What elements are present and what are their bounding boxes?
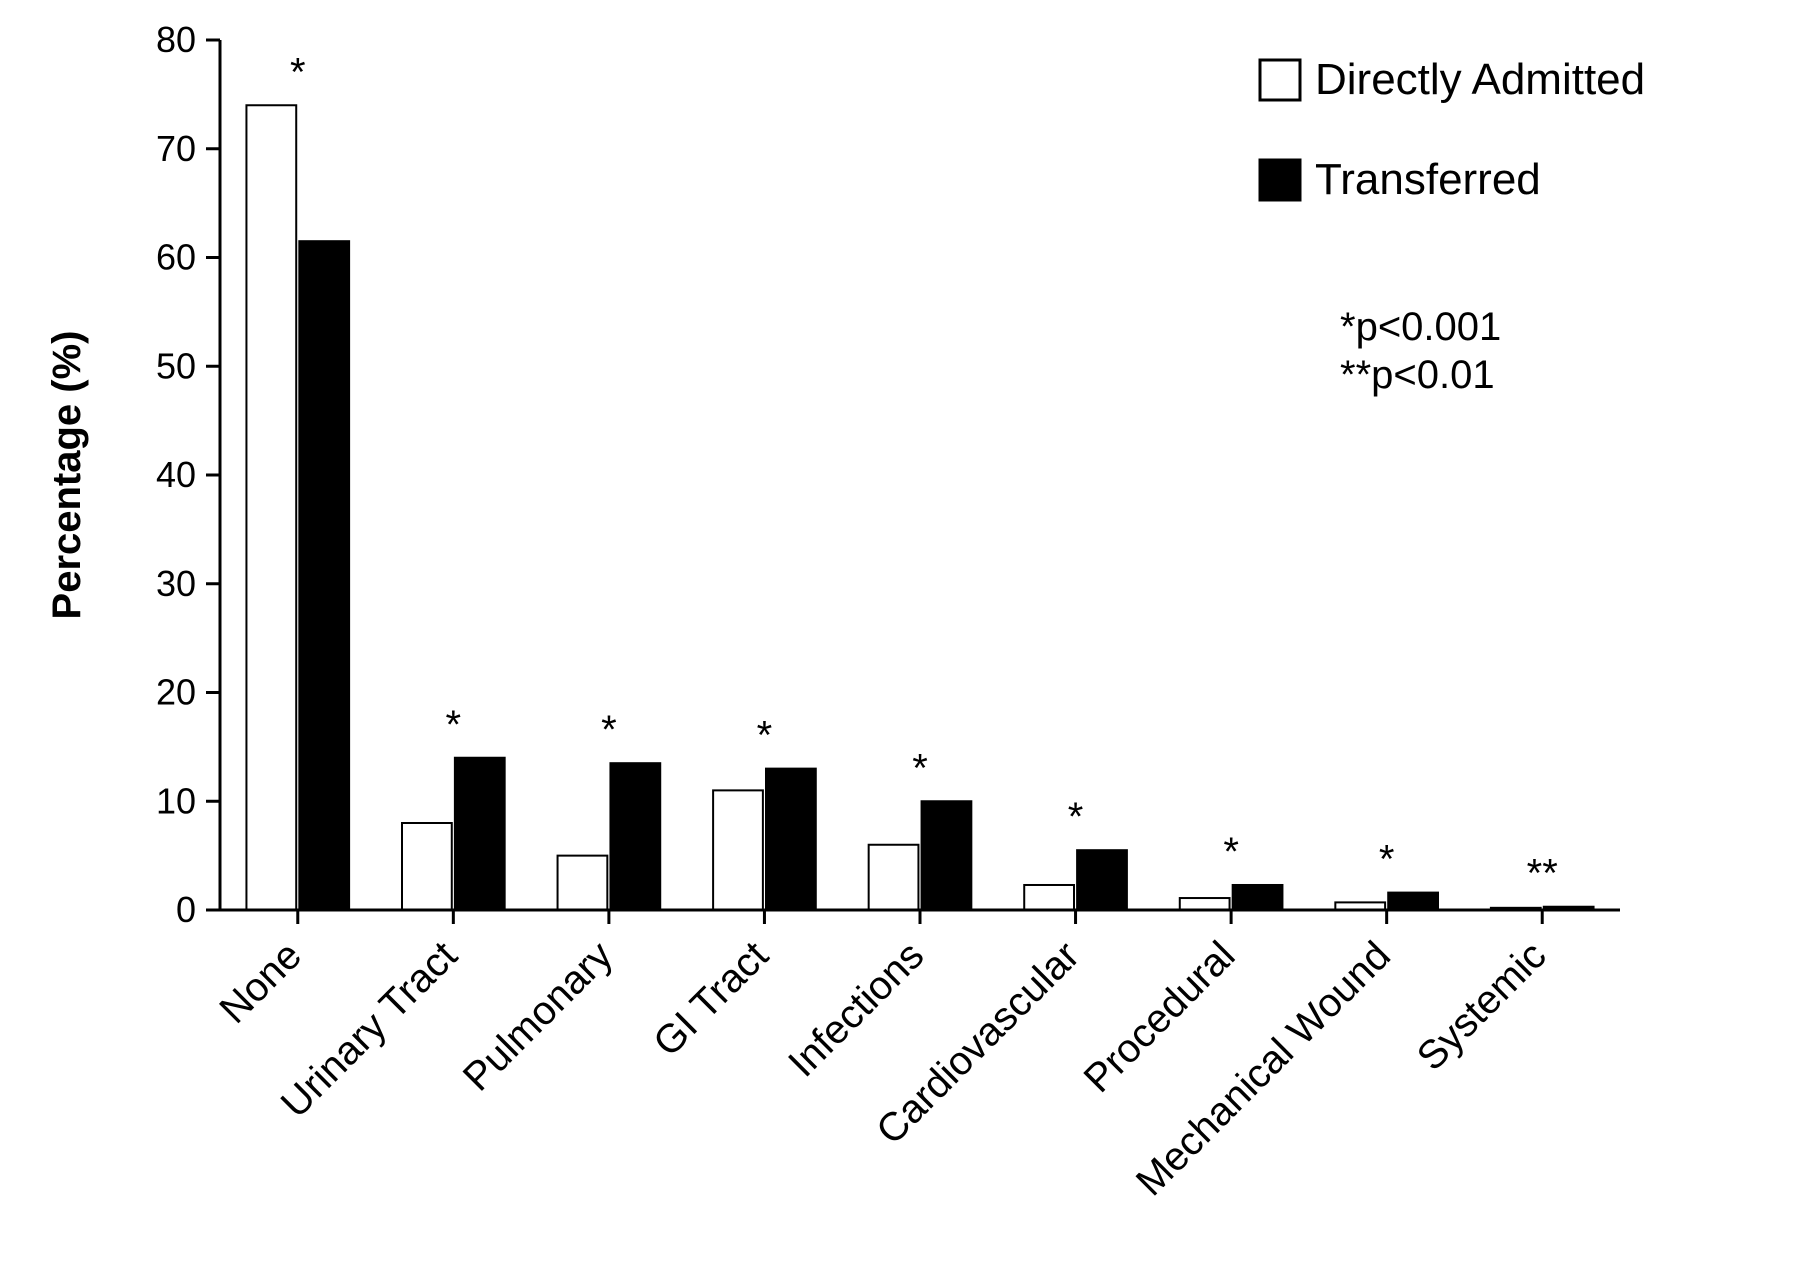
significance-key: **p<0.01	[1340, 353, 1495, 397]
bar-direct	[558, 856, 608, 910]
legend-label: Directly Admitted	[1315, 55, 1645, 104]
significance-mark: *	[1068, 795, 1084, 839]
significance-mark: *	[290, 50, 306, 94]
y-tick-label: 60	[156, 237, 196, 278]
significance-mark: **	[1527, 852, 1558, 896]
significance-mark: *	[446, 703, 462, 747]
category-label: GI Tract	[645, 933, 777, 1065]
category-label: None	[211, 933, 310, 1032]
significance-mark: *	[1223, 830, 1239, 874]
significance-mark: *	[601, 708, 617, 752]
y-tick-label: 40	[156, 454, 196, 495]
bar-transferred	[922, 801, 972, 910]
legend-swatch	[1260, 60, 1300, 100]
y-tick-label: 80	[156, 19, 196, 60]
bar-transferred	[1077, 850, 1127, 910]
y-axis-label: Percentage (%)	[45, 331, 89, 620]
legend-label: Transferred	[1315, 155, 1541, 204]
category-label: Pulmonary	[455, 933, 621, 1099]
category-label: Infections	[780, 933, 932, 1085]
bar-direct	[869, 845, 919, 910]
legend-swatch	[1260, 160, 1300, 200]
bar-direct	[1180, 898, 1230, 910]
significance-mark: *	[1379, 838, 1395, 882]
y-tick-label: 30	[156, 563, 196, 604]
y-tick-label: 50	[156, 345, 196, 386]
y-tick-label: 0	[176, 889, 196, 930]
y-tick-label: 10	[156, 780, 196, 821]
bar-direct	[713, 790, 763, 910]
chart-svg: 01020304050607080Percentage (%)*None*Uri…	[0, 0, 1800, 1271]
category-label: Mechanical Wound	[1128, 933, 1399, 1204]
bar-transferred	[766, 769, 816, 910]
bar-direct	[246, 105, 296, 910]
bar-transferred	[610, 763, 660, 910]
category-label: Systemic	[1409, 933, 1555, 1079]
bar-chart: 01020304050607080Percentage (%)*None*Uri…	[0, 0, 1800, 1271]
y-tick-label: 20	[156, 672, 196, 713]
significance-mark: *	[757, 714, 773, 758]
bar-direct	[402, 823, 452, 910]
bar-transferred	[299, 241, 349, 910]
y-tick-label: 70	[156, 128, 196, 169]
bar-transferred	[1233, 885, 1283, 910]
bar-transferred	[455, 758, 505, 910]
bar-direct	[1024, 885, 1074, 910]
significance-key: *p<0.001	[1340, 305, 1501, 349]
bar-transferred	[1388, 893, 1438, 910]
category-label: Procedural	[1076, 933, 1244, 1101]
significance-mark: *	[912, 746, 928, 790]
